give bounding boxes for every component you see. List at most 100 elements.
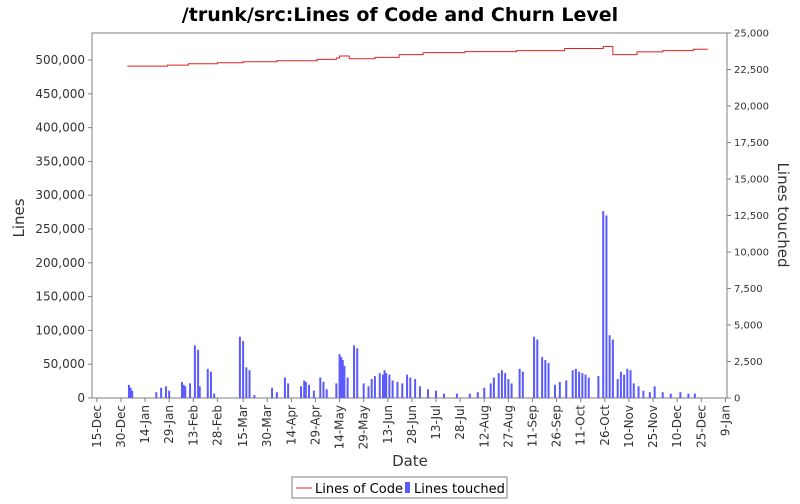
lines-touched-bar (312, 390, 315, 398)
lines-touched-bar (127, 384, 130, 398)
plot-area (91, 32, 728, 399)
lines-touched-bar (605, 215, 608, 398)
lines-touched-bar (632, 383, 635, 398)
x-tick-label: 29-May (357, 405, 371, 449)
y-axis-right: 0 2,500 5,000 7,500 10,000 12,500 15,000 17,500… (727, 29, 769, 405)
legend-label-lines-touched: Lines touched (414, 482, 505, 497)
y-left-tick-label: 100,000 (35, 323, 85, 337)
lines-touched-bar (584, 374, 587, 398)
lines-touched-bar (619, 371, 622, 398)
lines-touched-bar (353, 345, 356, 398)
y-left-tick-label: 450,000 (35, 87, 85, 101)
y-left-tick-label: 0 (77, 391, 85, 405)
chart-title: /trunk/src:Lines of Code and Churn Level (182, 4, 618, 26)
x-tick-label: 28-Jul (453, 405, 467, 440)
lines-touched-bar (335, 383, 338, 398)
lines-touched-bar (414, 379, 417, 398)
legend-box (291, 476, 508, 499)
lines-touched-bar (616, 379, 619, 398)
lines-touched-bar (661, 392, 664, 398)
lines-touched-bar (303, 380, 306, 398)
x-tick-label: 14-Jan (138, 405, 152, 444)
lines-touched-bar (642, 390, 645, 398)
y-right-tick-label: 2,500 (734, 357, 763, 368)
lines-touched-bar (510, 383, 513, 398)
lines-touched-bar (571, 370, 574, 398)
lines-touched-bar (341, 360, 344, 398)
lines-touched-bar (541, 357, 544, 398)
y-left-tick-label: 400,000 (35, 121, 85, 135)
x-tick-label: 26-Sep (550, 405, 564, 447)
lines-touched-bar (536, 339, 539, 398)
lines-touched-bar (287, 383, 290, 398)
lines-touched-bar (356, 348, 359, 398)
lines-touched-bar (253, 395, 256, 398)
y-left-tick-label: 150,000 (35, 290, 85, 304)
lines-touched-bar (455, 393, 458, 398)
lines-touched-bar (304, 381, 307, 398)
lines-touched-bar (669, 393, 672, 398)
lines-touched-bar (483, 387, 486, 398)
lines-touched-bar (533, 336, 536, 398)
lines-touched-bar (242, 341, 245, 398)
lines-touched-bar (391, 380, 394, 398)
lines-touched-bar (587, 377, 590, 398)
lines-touched-bar (468, 393, 471, 398)
lines-touched-bar (388, 374, 391, 398)
lines-touched-bar (189, 383, 192, 398)
x-tick-label: 15-Dec (90, 405, 104, 448)
lines-touched-bar (406, 374, 409, 398)
lines-touched-bar (238, 336, 241, 398)
lines-touched-bar (213, 393, 216, 398)
x-tick-label: 26-Oct (598, 405, 612, 446)
y-right-tick-label: 12,500 (734, 211, 769, 222)
x-tick-label: 13-Feb (186, 405, 200, 446)
x-axis: 15-Dec 30-Dec 14-Jan 29-Jan 13-Feb 28-Feb 15-M… (90, 398, 732, 449)
lines-touched-bar (626, 368, 629, 398)
lines-touched-bar (637, 386, 640, 398)
y-left-tick-label: 350,000 (35, 154, 85, 168)
x-tick-label: 12-Aug (477, 405, 491, 448)
x-tick-label: 13-Jul (429, 405, 443, 440)
lines-touched-bar (578, 371, 581, 398)
lines-touched-bar (198, 386, 201, 398)
lines-of-code-path (127, 46, 708, 67)
x-tick-label: 11-Oct (574, 405, 588, 446)
x-tick-label: 9-Jan (718, 405, 732, 436)
lines-touched-bar (653, 386, 656, 398)
lines-touched-bar (492, 377, 495, 398)
lines-touched-bar (383, 370, 386, 398)
x-tick-label: 30-Mar (260, 405, 274, 447)
legend-label-lines-of-code: Lines of Code (315, 482, 403, 497)
lines-touched-bar (602, 211, 605, 398)
lines-touched-bar (343, 365, 346, 398)
y-right-tick-label: 15,000 (734, 175, 769, 186)
lines-touched-bar (687, 393, 690, 398)
lines-touched-bar (184, 386, 187, 398)
x-tick-label: 28-Feb (210, 405, 224, 446)
lines-touched-bar (500, 370, 503, 398)
y-right-tick-label: 5,000 (734, 321, 763, 332)
lines-touched-bar (504, 373, 507, 398)
lines-touched-bar (443, 393, 446, 398)
x-tick-label: 25-Dec (694, 405, 708, 448)
lines-touched-bar (248, 370, 251, 398)
lines-touched-bar (322, 381, 325, 398)
lines-touched-bar (629, 370, 632, 398)
lines-touched-bar (275, 392, 278, 398)
y-left-tick-label: 300,000 (35, 188, 85, 202)
lines-of-code-line (127, 46, 708, 67)
y-axis-right-label: Lines touched (774, 163, 792, 268)
lines-touched-bar (507, 379, 510, 398)
lines-touched-bar (518, 368, 521, 398)
lines-touched-bar (370, 379, 373, 398)
lines-touched-bar (558, 381, 561, 398)
lines-touched-bar (271, 387, 274, 398)
x-tick-label: 29-Jan (162, 405, 176, 444)
lines-touched-bar (319, 377, 322, 398)
y-left-tick-label: 200,000 (35, 256, 85, 270)
y-right-tick-label: 7,500 (734, 284, 763, 295)
y-axis-left: 0 50,000 100,000 150,000 200,000 250,000 300,0… (35, 53, 92, 405)
x-tick-label: 29-Apr (308, 405, 322, 445)
lines-touched-bar (385, 373, 388, 398)
